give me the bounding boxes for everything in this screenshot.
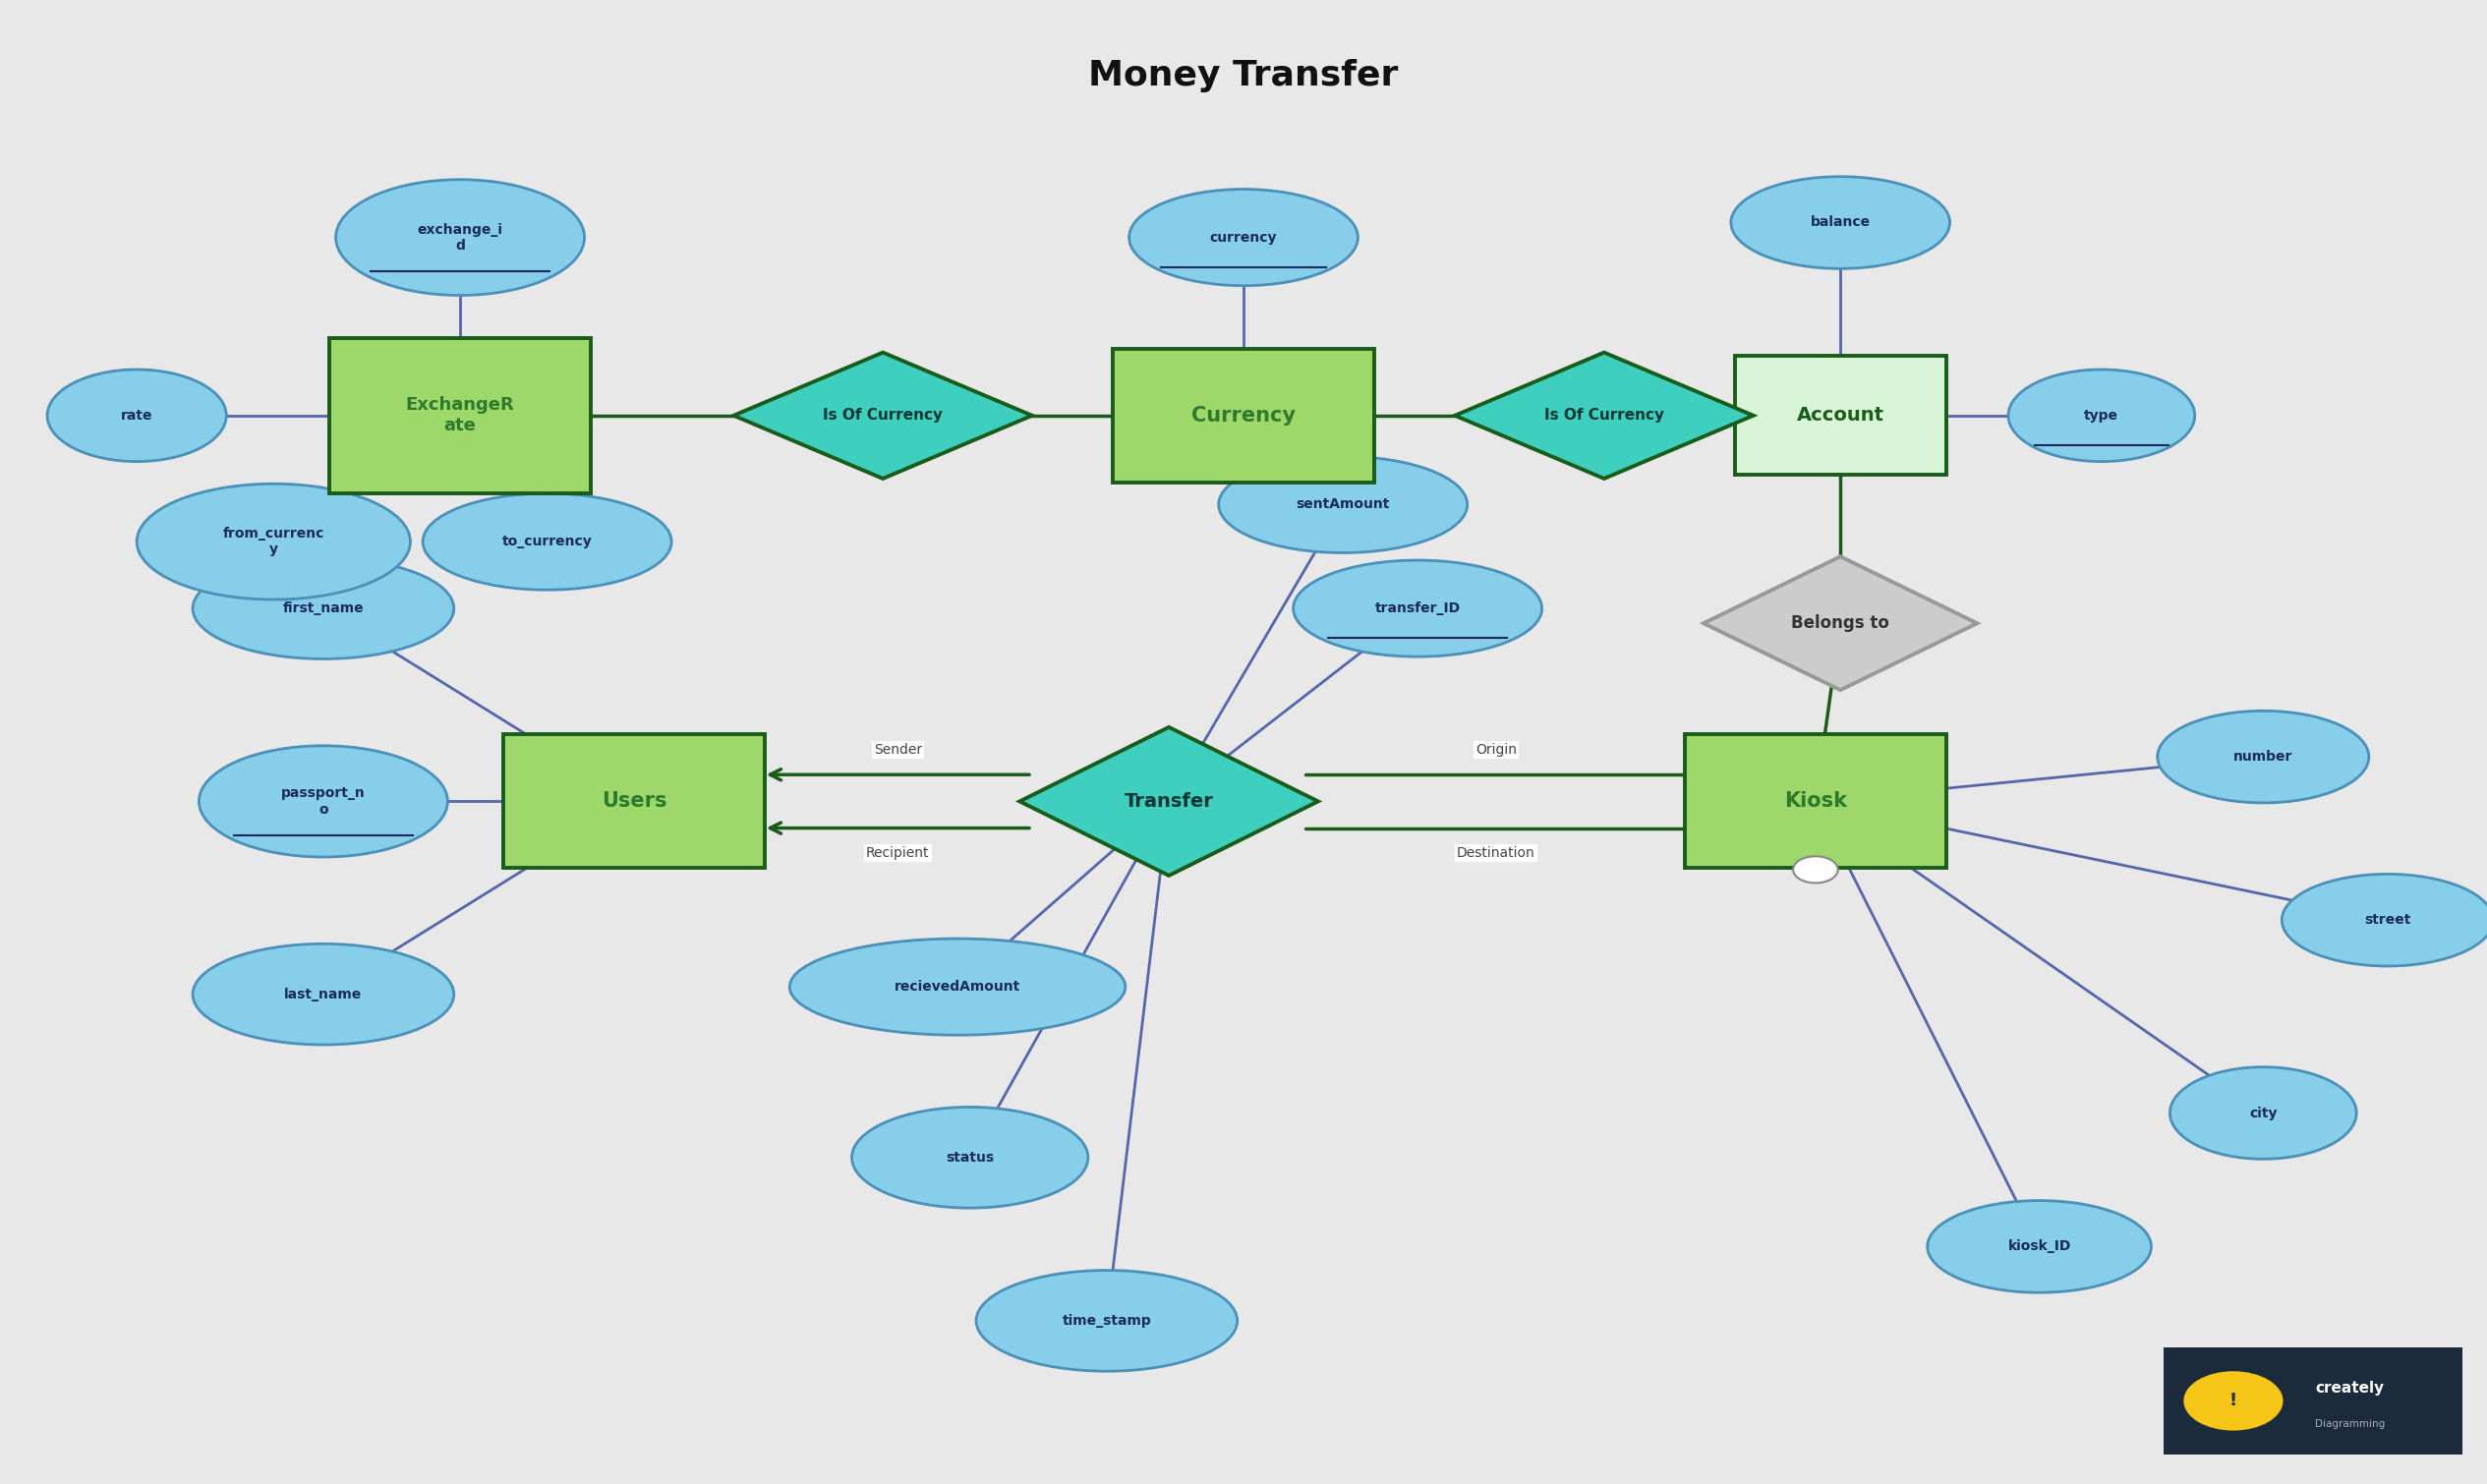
Text: type: type [2084,408,2119,423]
Polygon shape [1704,556,1977,690]
Ellipse shape [1293,559,1542,656]
Bar [502,735,766,868]
Text: passport_n
o: passport_n o [281,787,366,816]
Ellipse shape [137,484,410,600]
Ellipse shape [199,745,448,858]
Text: Users: Users [602,791,667,812]
Text: Diagramming: Diagramming [2315,1420,2385,1429]
Ellipse shape [2169,1067,2358,1159]
Bar [1736,356,1945,475]
Polygon shape [1020,727,1318,876]
Text: transfer_ID: transfer_ID [1375,601,1460,616]
Ellipse shape [791,938,1124,1036]
Ellipse shape [2009,370,2196,462]
Text: sentAmount: sentAmount [1296,497,1390,512]
Text: Recipient: Recipient [865,846,930,859]
Text: from_currenc
y: from_currenc y [224,527,323,556]
Bar [1686,735,1945,868]
Text: Is Of Currency: Is Of Currency [1544,408,1664,423]
Ellipse shape [423,493,671,589]
Text: to_currency: to_currency [502,534,592,549]
Ellipse shape [47,370,226,462]
Ellipse shape [2281,874,2487,966]
Text: Sender: Sender [873,743,923,757]
Text: status: status [945,1150,995,1165]
Ellipse shape [1927,1201,2151,1293]
Ellipse shape [2159,711,2370,803]
Text: street: street [2365,913,2410,928]
Text: Currency: Currency [1191,405,1296,426]
Text: Account: Account [1796,407,1885,424]
Text: first_name: first_name [284,601,363,616]
Text: Kiosk: Kiosk [1783,791,1848,812]
Text: Destination: Destination [1457,846,1534,859]
Ellipse shape [1219,457,1467,554]
Text: balance: balance [1811,215,1870,230]
Bar [2164,1347,2462,1454]
Bar [1112,349,1373,482]
Text: city: city [2248,1106,2278,1120]
Circle shape [2184,1371,2283,1431]
Text: recievedAmount: recievedAmount [895,979,1020,994]
Polygon shape [734,353,1032,478]
Text: Belongs to: Belongs to [1791,614,1890,632]
Ellipse shape [194,944,453,1045]
Text: time_stamp: time_stamp [1062,1313,1151,1328]
Ellipse shape [851,1107,1089,1208]
Bar [328,338,592,493]
Ellipse shape [336,180,584,295]
Text: ExchangeR
ate: ExchangeR ate [405,396,515,435]
Text: exchange_i
d: exchange_i d [418,223,502,252]
Ellipse shape [1731,177,1950,269]
Text: number: number [2233,749,2293,764]
Ellipse shape [1129,190,1358,286]
Text: Money Transfer: Money Transfer [1089,59,1398,93]
Ellipse shape [194,558,453,659]
Text: kiosk_ID: kiosk_ID [2007,1239,2072,1254]
Text: last_name: last_name [284,987,363,1002]
Text: Is Of Currency: Is Of Currency [823,408,943,423]
Text: rate: rate [122,408,152,423]
Text: currency: currency [1209,230,1278,245]
Text: creately: creately [2315,1380,2385,1395]
Text: Transfer: Transfer [1124,792,1214,810]
Ellipse shape [975,1270,1239,1371]
Polygon shape [1455,353,1753,478]
Text: Origin: Origin [1475,743,1517,757]
Circle shape [1793,856,1838,883]
Text: !: ! [2228,1392,2238,1410]
